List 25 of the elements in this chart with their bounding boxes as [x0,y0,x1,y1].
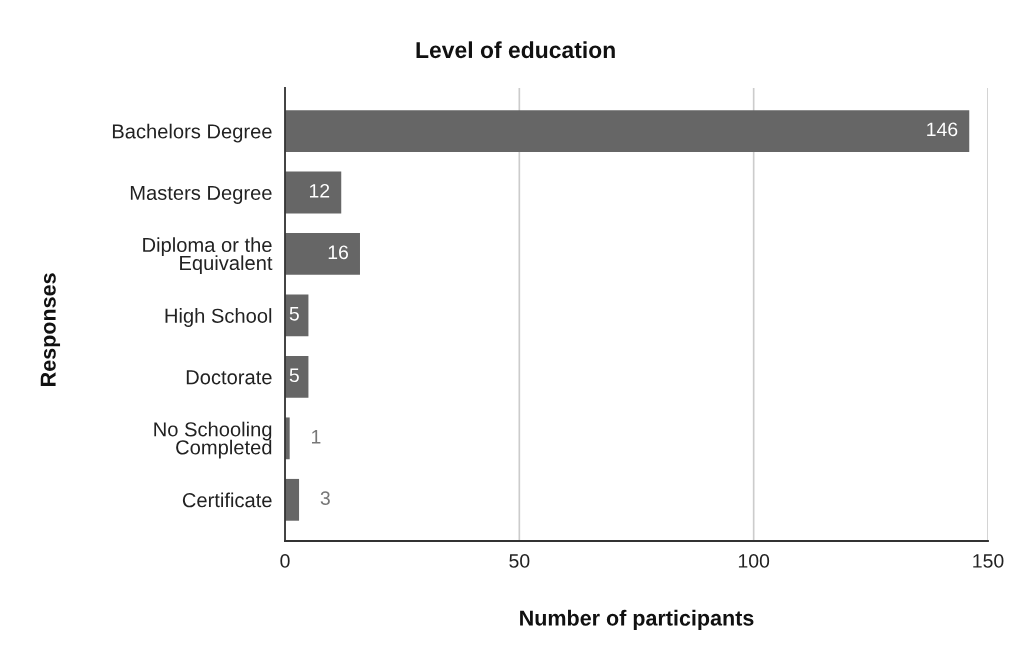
y-tick-label: Doctorate [186,370,272,385]
data-label: 146 [927,122,958,137]
y-tick-label: No Schooling Completed [154,421,272,459]
data-label: 5 [289,307,299,321]
data-label: 16 [328,245,349,260]
x-axis-title: Number of participants [520,609,754,630]
x-tick-label: 50 [509,554,530,568]
y-tick-label: Masters Degree [130,185,272,204]
bar [285,110,970,152]
chart-title: Level of education [416,41,615,59]
y-tick-label: Certificate [182,492,272,508]
y-tick-label: High School [165,308,272,327]
data-label: 3 [320,491,330,506]
data-label: 1 [312,430,321,444]
bar [285,478,300,521]
data-label: 5 [289,368,299,383]
data-label: 12 [309,183,330,198]
x-tick-label: 100 [738,554,770,568]
y-tick-label: Bachelors Degree [112,123,272,143]
y-axis-title: Responses [40,273,61,386]
x-tick-label: 0 [280,554,290,568]
y-tick-label: Diploma or the Equivalent [143,237,273,275]
bar [285,171,342,214]
bar [285,233,360,275]
x-tick-label: 150 [973,554,1004,568]
